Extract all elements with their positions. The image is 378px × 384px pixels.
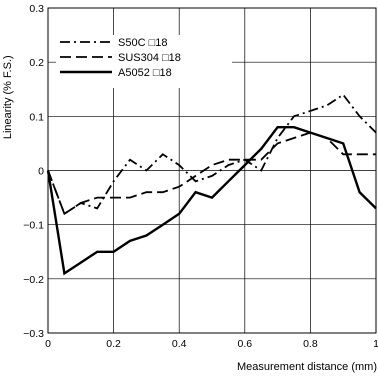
tick-labels: 0 0.2 0.4 0.6 0.8 1 −0.3 −0.2 −0.1 0 0.1 0.2 0.3 xyxy=(23,3,378,350)
series-line-1 xyxy=(47,93,377,216)
x-axis-title: Measurement distance (mm) xyxy=(237,361,377,373)
legend-box xyxy=(56,35,232,88)
y-tick-label: 0.3 xyxy=(29,3,44,15)
y-tick-label: 0.1 xyxy=(29,111,44,123)
y-tick-label: −0.2 xyxy=(23,274,44,286)
plot-border xyxy=(47,7,377,334)
series-layer xyxy=(46,93,377,276)
series-line-2 xyxy=(47,131,376,216)
x-tick-label: 0.6 xyxy=(237,338,252,350)
legend-label-3: A5052 □18 xyxy=(118,67,172,79)
legend-label-1: S50C □18 xyxy=(118,37,167,49)
x-tick-label: 0.4 xyxy=(172,338,187,350)
legend: S50C □18 SUS304 □18 A5052 □18 xyxy=(60,37,181,79)
series-line-3 xyxy=(46,126,377,276)
x-tick-label: 0 xyxy=(45,338,51,350)
x-tick-label: 0.2 xyxy=(106,338,121,350)
x-tick-label: 0.8 xyxy=(303,338,318,350)
y-axis-title: Linearity (% F.S.) xyxy=(2,55,14,139)
y-tick-label: −0.3 xyxy=(23,328,44,340)
legend-label-2: SUS304 □18 xyxy=(118,52,181,64)
y-tick-label: 0.2 xyxy=(29,57,44,69)
y-tick-label: 0 xyxy=(38,166,44,178)
y-tick-label: −0.1 xyxy=(23,220,44,232)
x-tick-label: 1 xyxy=(373,338,378,350)
plot-frame xyxy=(47,7,377,334)
legend-background xyxy=(56,35,232,88)
